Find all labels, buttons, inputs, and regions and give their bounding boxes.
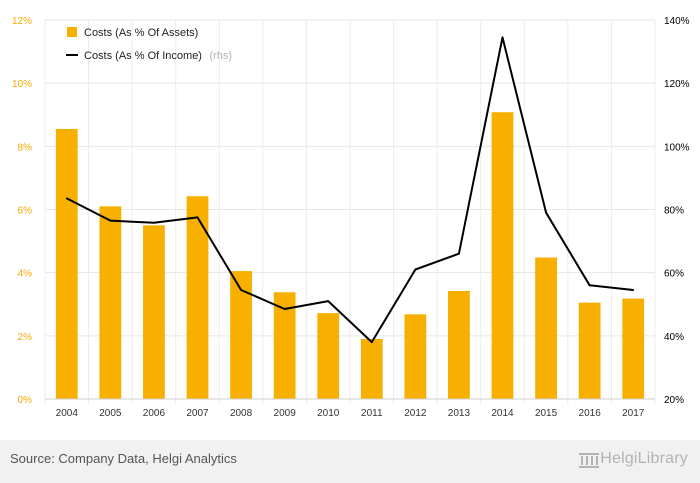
x-tick-label: 2016 bbox=[579, 408, 602, 419]
line-series-income bbox=[65, 36, 635, 344]
bar-2014 bbox=[491, 112, 514, 400]
legend: Costs (As % Of Assets) Costs (As % Of In… bbox=[66, 27, 232, 63]
line-point-2005 bbox=[109, 219, 112, 222]
line-point-2015 bbox=[545, 211, 547, 214]
y-right-tick-label: 40% bbox=[664, 332, 684, 343]
y-left-tick-label: 6% bbox=[18, 206, 33, 217]
line-point-2007 bbox=[196, 216, 199, 219]
x-tick-label: 2015 bbox=[535, 408, 558, 419]
y-right-tick-label: 80% bbox=[664, 206, 684, 217]
y-left-tick-label: 8% bbox=[18, 142, 33, 153]
bar-2010 bbox=[317, 313, 340, 399]
bar-2012 bbox=[404, 314, 427, 399]
y-right-tick-label: 140% bbox=[664, 16, 690, 27]
line-point-2011 bbox=[370, 341, 373, 344]
bar-2006 bbox=[143, 225, 165, 399]
y-left-tick-label: 4% bbox=[18, 269, 33, 280]
y-right-tick-label: 100% bbox=[664, 142, 690, 153]
x-tick-label: 2010 bbox=[317, 408, 340, 419]
line-path-income bbox=[66, 36, 634, 344]
legend-label-assets: Costs (As % Of Assets) bbox=[84, 27, 198, 39]
bar-2005 bbox=[99, 206, 122, 399]
x-tick-label: 2012 bbox=[404, 408, 427, 419]
combo-chart: 0% 20% 2% 40% 4% 60% 6% 80% 8% 100% 10% 120% 12% 140%… bbox=[12, 16, 690, 419]
line-point-2008 bbox=[240, 289, 242, 291]
x-tick-label: 2008 bbox=[230, 408, 253, 419]
legend-label-income-group: Costs (As % Of Income) (rhs) bbox=[84, 46, 232, 63]
y-right-tick-label: 120% bbox=[664, 79, 690, 90]
line-point-2012 bbox=[414, 268, 417, 271]
bar-series-assets bbox=[55, 112, 645, 400]
line-point-2014 bbox=[501, 36, 504, 39]
y-left-tick-label: 2% bbox=[18, 332, 33, 343]
source-text: Source: Company Data, Helgi Analytics bbox=[10, 451, 237, 466]
x-tick-label: 2007 bbox=[186, 408, 209, 419]
footer: Source: Company Data, Helgi Analytics He… bbox=[0, 440, 700, 483]
legend-note-rhs: (rhs) bbox=[209, 50, 232, 62]
y-left-tick-label: 10% bbox=[12, 79, 32, 90]
library-building-icon bbox=[579, 453, 600, 468]
y-left-tick-label: 0% bbox=[18, 395, 33, 406]
bar-2011 bbox=[360, 338, 383, 399]
x-tick-label: 2009 bbox=[274, 408, 297, 419]
line-point-2013 bbox=[458, 252, 460, 255]
x-tick-label: 2013 bbox=[448, 408, 471, 419]
x-tick-label: 2004 bbox=[56, 408, 79, 419]
brand-logo: HelgiLibrary bbox=[578, 449, 688, 469]
line-point-2009 bbox=[283, 308, 286, 310]
x-tick-label: 2006 bbox=[143, 408, 166, 419]
bar-2016 bbox=[578, 302, 601, 399]
line-point-2010 bbox=[327, 300, 330, 302]
x-tick-label: 2005 bbox=[99, 408, 122, 419]
bar-2004 bbox=[55, 128, 78, 399]
bar-2009 bbox=[273, 292, 296, 399]
bar-2007 bbox=[186, 196, 209, 399]
y-right-tick-label: 60% bbox=[664, 269, 684, 280]
bar-2015 bbox=[535, 257, 557, 399]
line-point-2006 bbox=[153, 221, 155, 224]
bar-2013 bbox=[448, 290, 470, 399]
legend-label-income: Costs (As % Of Income) bbox=[84, 50, 202, 62]
bar-2017 bbox=[622, 298, 645, 399]
y-left-tick-label: 12% bbox=[12, 16, 32, 27]
y-right-tick-label: 20% bbox=[664, 395, 684, 406]
axes: 0% 20% 2% 40% 4% 60% 6% 80% 8% 100% 10% 120% 12% 140%… bbox=[12, 16, 690, 419]
bar-2008 bbox=[230, 271, 252, 399]
line-point-2004 bbox=[65, 197, 68, 200]
x-tick-label: 2017 bbox=[622, 408, 645, 419]
line-point-2016 bbox=[588, 284, 591, 287]
brand-name: HelgiLibrary bbox=[600, 450, 688, 467]
x-tick-label: 2011 bbox=[361, 408, 383, 419]
x-tick-label: 2014 bbox=[491, 408, 514, 419]
line-point-2017 bbox=[632, 289, 635, 291]
grid-lines bbox=[44, 19, 656, 404]
legend-swatch-assets bbox=[67, 27, 77, 37]
